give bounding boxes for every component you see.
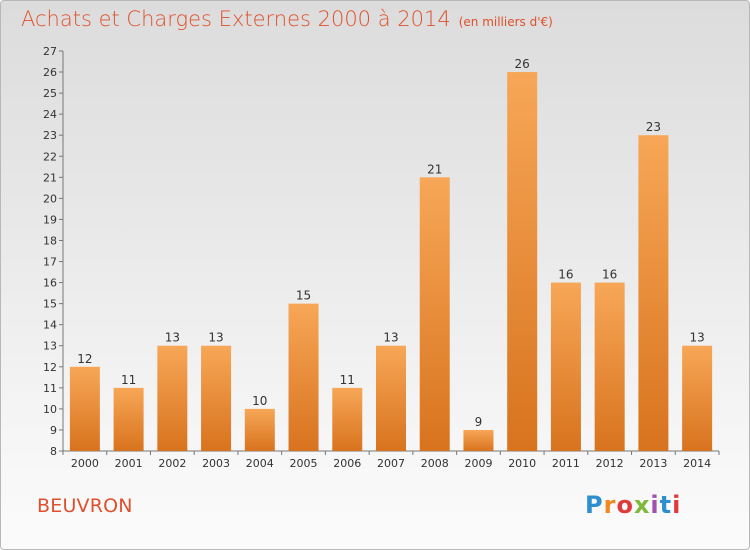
bar-value-label: 9	[475, 415, 483, 429]
bar-value-label: 11	[340, 373, 355, 387]
bar-value-label: 13	[208, 331, 223, 345]
x-tick-label: 2007	[377, 457, 405, 470]
bar-2001	[113, 387, 144, 451]
bar-2006	[332, 387, 363, 451]
bar-2011	[550, 282, 581, 451]
logo-letter: t	[659, 491, 673, 519]
bar-2000	[69, 366, 100, 451]
y-tick-label: 23	[43, 129, 57, 142]
bar-2007	[376, 345, 406, 451]
bar-2005	[288, 303, 319, 451]
y-tick-label: 19	[43, 213, 57, 226]
bar-2002	[157, 345, 188, 451]
bar-value-label: 11	[121, 373, 136, 387]
bar-2008	[419, 177, 450, 451]
y-tick-label: 21	[43, 171, 57, 184]
y-tick-label: 27	[43, 45, 57, 58]
bar-2013	[638, 135, 669, 452]
bar-value-label: 23	[646, 120, 661, 134]
y-tick-label: 18	[43, 234, 57, 247]
bar-value-label: 13	[383, 331, 398, 345]
x-tick-label: 2006	[333, 457, 361, 470]
y-tick-label: 16	[43, 277, 57, 290]
y-tick-label: 26	[43, 66, 57, 79]
x-tick-label: 2002	[158, 457, 186, 470]
x-tick-label: 2010	[508, 457, 536, 470]
bar-value-label: 10	[252, 394, 267, 408]
y-tick-label: 22	[43, 150, 57, 163]
axes: 8 9 10 11 12 13 14 15 16 17 18 19 20 21 22 23 24 25 26 27 20…	[43, 45, 720, 470]
logo-letter: P	[585, 491, 604, 519]
y-tick-label: 14	[43, 319, 57, 332]
bar-2014	[682, 345, 713, 451]
y-tick-label: 8	[50, 445, 57, 458]
logo-letter: x	[633, 491, 651, 519]
bar-value-label: 21	[427, 162, 442, 176]
x-tick-label: 2001	[115, 457, 143, 470]
bar-2012	[594, 282, 625, 451]
bars: 12 11 13 13 10 15 11 13 21 9 26 16 16 23 13	[69, 57, 713, 452]
y-tick-label: 13	[43, 340, 57, 353]
x-tick-label: 2004	[246, 457, 274, 470]
x-tick-label: 2011	[552, 457, 580, 470]
chart-title: Achats et Charges Externes 2000 à 2014 (e…	[21, 7, 553, 31]
logo-letter: i	[672, 491, 682, 519]
bar-value-label: 15	[296, 289, 311, 303]
y-tick-label: 12	[43, 361, 57, 374]
logo-letter: o	[616, 491, 634, 519]
proxiti-logo[interactable]: Proxiti	[585, 491, 681, 519]
bar-2003	[201, 345, 232, 451]
title-text: Achats et Charges Externes 2000 à 2014	[21, 7, 451, 31]
logo-letter: i	[650, 491, 660, 519]
x-tick-label: 2014	[683, 457, 711, 470]
unit-text: (en milliers d'€)	[458, 15, 553, 29]
x-tick-label: 2008	[421, 457, 449, 470]
bar-value-label: 13	[689, 331, 704, 345]
bar-value-label: 16	[558, 268, 573, 282]
x-tick-label: 2009	[464, 457, 492, 470]
bar-2009	[463, 429, 494, 451]
logo-letter: r	[603, 491, 617, 519]
location-name: BEUVRON	[37, 495, 133, 517]
y-tick-label: 20	[43, 192, 57, 205]
bar-value-label: 26	[515, 57, 530, 71]
x-tick-label: 2003	[202, 457, 230, 470]
x-tick-label: 2012	[596, 457, 624, 470]
y-tick-label: 24	[43, 108, 57, 121]
y-tick-label: 9	[50, 424, 57, 437]
bar-value-label: 16	[602, 268, 617, 282]
y-tick-label: 17	[43, 256, 57, 269]
y-tick-label: 25	[43, 87, 57, 100]
x-tick-label: 2013	[639, 457, 667, 470]
y-tick-label: 11	[43, 382, 57, 395]
y-tick-label: 15	[43, 298, 57, 311]
bar-2004	[244, 408, 275, 451]
x-tick-label: 2000	[71, 457, 99, 470]
bar-value-label: 12	[77, 352, 92, 366]
bar-value-label: 13	[165, 331, 180, 345]
y-tick-label: 10	[43, 403, 57, 416]
bar-2010	[507, 72, 538, 451]
x-tick-label: 2005	[290, 457, 318, 470]
